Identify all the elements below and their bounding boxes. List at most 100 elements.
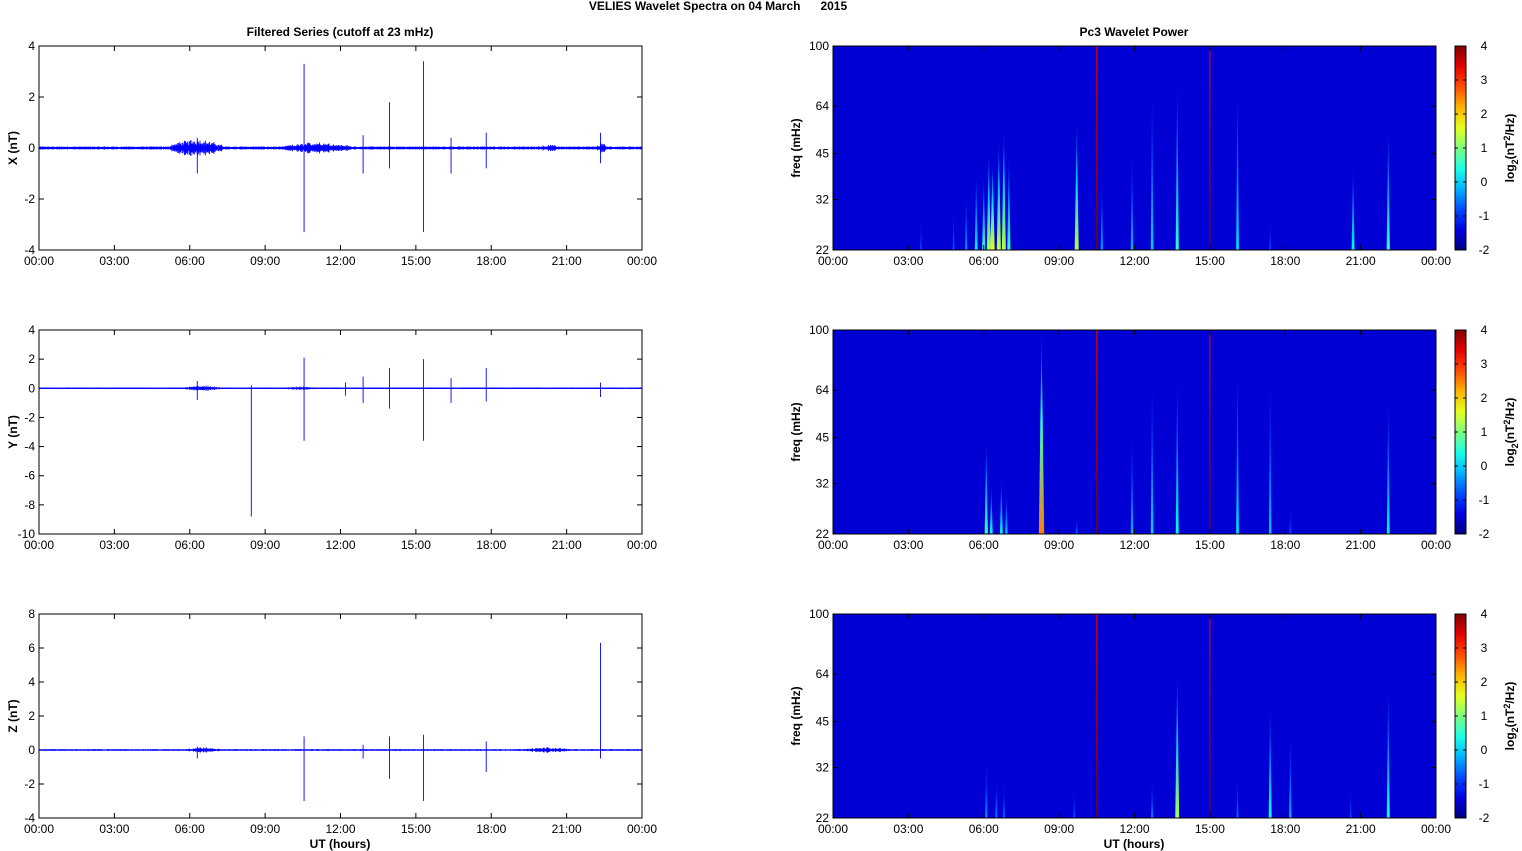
y-tick-label: -6 [24, 469, 35, 483]
y-tick-label: 45 [816, 147, 830, 161]
colorbar-tick-label: -2 [1479, 811, 1490, 825]
timeseries-panel-x: 420-2-400:00 03:00 06:00 09:00 12:00 15:00 18:… [6, 39, 657, 268]
figure-title: VELIES Wavelet Spectra on 04 March 2015 [589, 0, 848, 13]
y-tick-label: -2 [24, 410, 35, 424]
colorbar-tick-label: 0 [1481, 459, 1488, 473]
x-tick-label: 21:00 [552, 538, 582, 552]
y-tick-label: -2 [24, 777, 35, 791]
y-tick-label: 64 [816, 667, 830, 681]
colorbar-tick-label: 0 [1481, 743, 1488, 757]
y-axis-label: freq (mHz) [789, 686, 803, 745]
y-axis-label: Y (nT) [6, 415, 20, 449]
y-tick-label: 4 [28, 323, 35, 337]
x-axis-label-right: UT (hours) [1104, 837, 1165, 851]
y-axis-label: freq (mHz) [789, 118, 803, 177]
x-tick-label: 18:00 [476, 538, 506, 552]
x-tick-label: 09:00 [1044, 538, 1074, 552]
x-tick-label: 00:00 [1421, 538, 1451, 552]
x-tick-label: 00:00 [818, 538, 848, 552]
power-feature [1096, 614, 1098, 818]
y-tick-label: 22 [816, 243, 830, 257]
spectrogram-background [833, 330, 1436, 534]
colorbar-tick-label: -1 [1479, 777, 1490, 791]
y-tick-label: 6 [28, 641, 35, 655]
colorbar-tick-label: 2 [1481, 391, 1488, 405]
axes-frame [38, 45, 643, 251]
x-tick-label: 09:00 [1044, 822, 1074, 836]
power-feature [1150, 374, 1154, 534]
power-feature [1096, 46, 1098, 250]
x-tick-label: 00:00 [1421, 822, 1451, 836]
y-tick-label: 32 [816, 193, 830, 207]
colorbar-label: log2(nT2/Hz) [1502, 398, 1520, 467]
power-feature [1100, 176, 1103, 250]
power-feature [1209, 46, 1211, 250]
y-tick-label: -10 [18, 527, 36, 541]
x-tick-label: 12:00 [1119, 254, 1149, 268]
power-feature [985, 759, 988, 818]
x-tick-label: 00:00 [627, 254, 657, 268]
colorbar-tick-label: 1 [1481, 709, 1488, 723]
plot-area [39, 614, 642, 818]
y-tick-label: 64 [816, 99, 830, 113]
y-tick-label: -2 [24, 192, 35, 206]
power-feature [1349, 785, 1352, 818]
x-tick-label: 06:00 [969, 254, 999, 268]
y-tick-label: -4 [24, 440, 35, 454]
y-tick-label: 32 [816, 477, 830, 491]
power-feature [965, 187, 968, 250]
plot-area [39, 330, 642, 534]
y-tick-label: 100 [809, 39, 829, 53]
colorbar-tick-label: 2 [1481, 107, 1488, 121]
power-feature [1268, 702, 1272, 818]
y-tick-label: 100 [809, 323, 829, 337]
axes-frame [832, 45, 1437, 251]
y-tick-label: 0 [28, 141, 35, 155]
y-tick-label: 45 [816, 431, 830, 445]
x-tick-label: 12:00 [1119, 538, 1149, 552]
y-tick-label: 0 [28, 381, 35, 395]
power-feature [1001, 126, 1006, 250]
power-feature [1005, 492, 1008, 534]
x-tick-label: 00:00 [818, 822, 848, 836]
power-feature [1209, 614, 1211, 818]
x-tick-label: 15:00 [1195, 254, 1225, 268]
power-feature [1130, 144, 1134, 250]
x-tick-label: 18:00 [1270, 254, 1300, 268]
axes-frame [832, 613, 1437, 819]
power-feature [952, 208, 955, 250]
x-tick-label: 21:00 [1346, 254, 1376, 268]
power-feature [1151, 776, 1154, 818]
x-tick-label: 09:00 [250, 254, 280, 268]
y-tick-label: 22 [816, 811, 830, 825]
y-tick-label: 4 [28, 39, 35, 53]
x-tick-label: 06:00 [969, 822, 999, 836]
power-feature [974, 169, 978, 250]
x-tick-label: 18:00 [476, 254, 506, 268]
colorbar-tick-label: 4 [1481, 607, 1488, 621]
x-tick-label: 00:00 [1421, 254, 1451, 268]
power-feature [1386, 394, 1390, 534]
power-feature [1386, 682, 1390, 818]
power-feature [920, 217, 922, 250]
power-feature [986, 150, 991, 250]
colorbar-tick-label: 3 [1481, 641, 1488, 655]
x-tick-label: 06:00 [175, 538, 205, 552]
power-feature [1236, 776, 1239, 818]
power-feature [1209, 330, 1211, 534]
power-feature [1289, 501, 1292, 534]
power-feature [995, 776, 998, 818]
axes-frame [38, 329, 643, 535]
x-tick-label: 03:00 [893, 254, 923, 268]
colorbar-tick-label: 0 [1481, 175, 1488, 189]
x-tick-label: 21:00 [1346, 538, 1376, 552]
x-tick-label: 03:00 [893, 822, 923, 836]
power-feature [999, 475, 1003, 534]
power-feature [1074, 119, 1079, 250]
y-tick-label: 8 [28, 607, 35, 621]
colorbar-tick-label: 2 [1481, 675, 1488, 689]
x-tick-label: 00:00 [818, 254, 848, 268]
